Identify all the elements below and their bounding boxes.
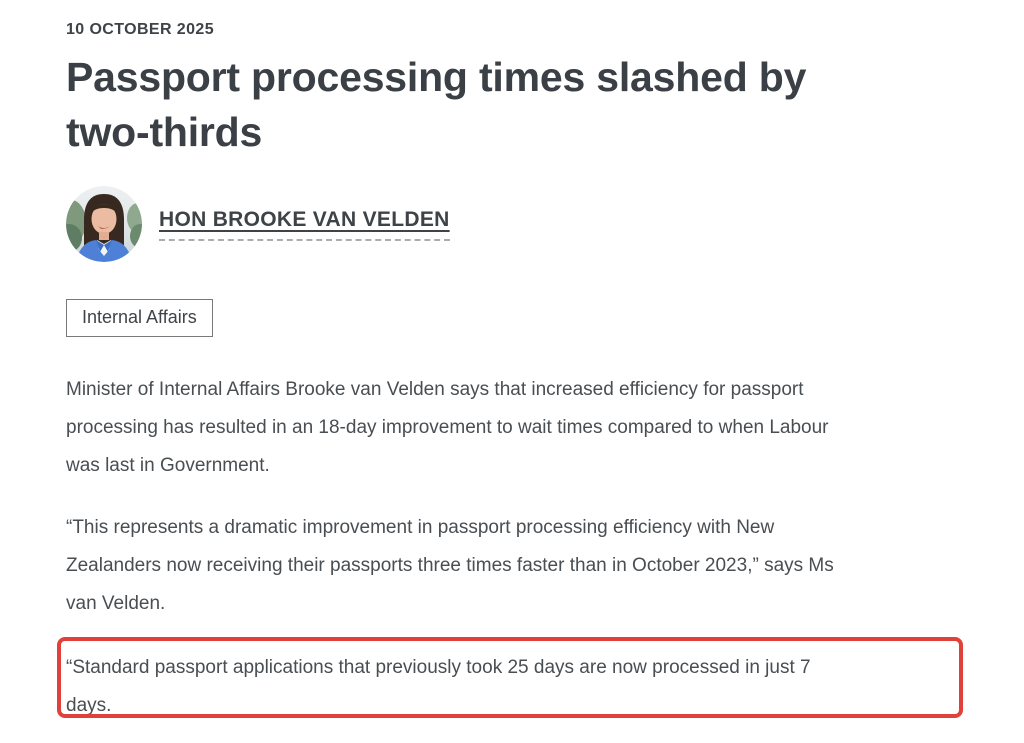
highlighted-paragraph-wrap: “Standard passport applications that pre… xyxy=(57,637,966,725)
portfolio-tag-internal-affairs[interactable]: Internal Affairs xyxy=(66,299,213,337)
paragraph: Minister of Internal Affairs Brooke van … xyxy=(66,379,829,476)
page-title: Passport processing times slashed by two… xyxy=(66,54,807,155)
paragraph: “This represents a dramatic improvement … xyxy=(66,517,834,614)
minister-name: HON BROOKE VAN VELDEN xyxy=(159,207,450,231)
minister-link[interactable]: HON BROOKE VAN VELDEN xyxy=(159,208,450,241)
minister-portrait-image xyxy=(66,186,142,262)
minister-byline: HON BROOKE VAN VELDEN xyxy=(66,186,966,262)
minister-avatar[interactable] xyxy=(66,186,142,262)
article-body: Minister of Internal Affairs Brooke van … xyxy=(57,371,966,725)
paragraph-highlighted: “Standard passport applications that pre… xyxy=(66,657,811,716)
article-page: 10 OCTOBER 2025 Passport processing time… xyxy=(57,21,966,725)
article-date: 10 OCTOBER 2025 xyxy=(66,21,214,38)
